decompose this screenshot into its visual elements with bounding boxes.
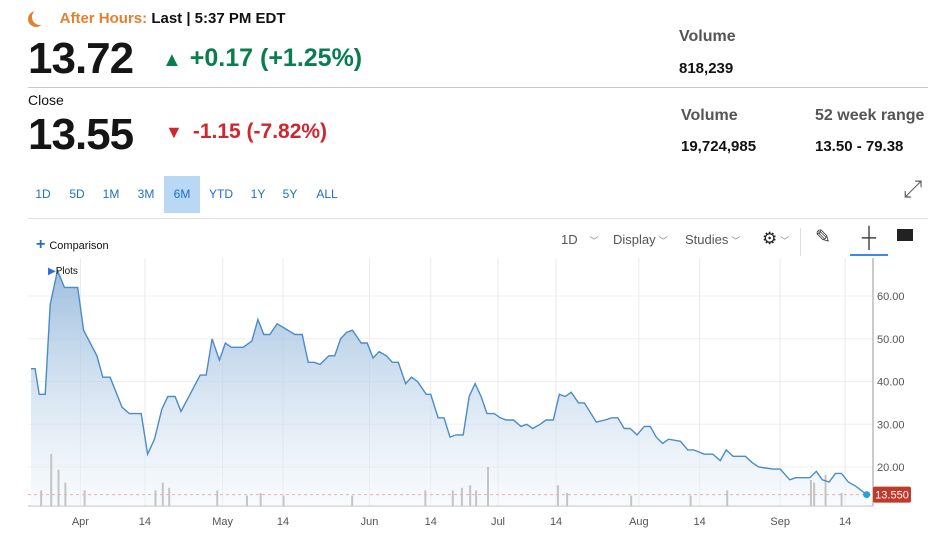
up-triangle-icon: ▲ (162, 49, 182, 71)
volume-bar (216, 490, 219, 506)
draw-pencil-icon[interactable]: ✎ (815, 227, 831, 248)
volume-bar (50, 454, 53, 506)
ah-volume: 818,239 (679, 60, 734, 77)
x-tick-label: Aug (629, 516, 649, 528)
gear-icon: ⚙ (762, 229, 778, 248)
x-tick-label: 14 (277, 516, 289, 528)
x-tick-label: Apr (72, 516, 89, 528)
volume-bar (351, 495, 354, 506)
volume-bar (259, 493, 262, 506)
moon-icon (32, 9, 48, 25)
volume-bar (424, 490, 427, 506)
divider (28, 218, 928, 219)
close-price: 13.55 (28, 110, 134, 159)
crosshair-icon[interactable]: ┼ (850, 226, 888, 256)
y-tick-label: 30.00 (877, 419, 905, 431)
volume-bar (809, 480, 812, 506)
expand-icon[interactable]: ⤢ (903, 176, 923, 203)
range-label: 52 week range (815, 107, 925, 124)
after-hours-status: After Hours: Last | 5:37 PM EDT (28, 9, 286, 27)
last-price-label: 13.550 (875, 490, 909, 502)
range-value: 13.50 - 79.38 (815, 138, 904, 155)
plots-toggle[interactable]: ▶Plots (48, 266, 78, 277)
volume-bar (566, 493, 569, 506)
volume-bar (840, 493, 843, 506)
chevron-down-icon: ﹀ (780, 236, 790, 246)
y-tick-label: 60.00 (877, 291, 905, 303)
plus-icon: + (36, 236, 46, 253)
tab-5d[interactable]: 5D (69, 187, 85, 201)
last-price: 13.72 (28, 34, 134, 83)
divider (28, 87, 928, 88)
tab-5y[interactable]: 5Y (282, 187, 298, 201)
volume-bar (451, 490, 454, 506)
volume-bar (460, 487, 463, 506)
volume-bar (487, 467, 490, 506)
comment-icon[interactable] (897, 229, 913, 241)
volume-bar (154, 490, 157, 506)
display-dropdown[interactable]: Display ﹀ (613, 232, 668, 247)
x-tick-label: Jun (361, 516, 379, 528)
volume-label: Volume (681, 107, 738, 124)
volume-bar (282, 495, 285, 506)
ah-volume-label: Volume (679, 28, 736, 45)
tab-1y[interactable]: 1Y (250, 187, 266, 201)
x-tick-label: 14 (139, 516, 151, 528)
price-chart[interactable]: 20.00 30.00 40.00 50.00 60.00 Apr 14 May 14 Jun 14… (0, 258, 945, 542)
close-change: -1.15 (-7.82%) (192, 120, 328, 143)
volume-bar (40, 490, 43, 506)
tab-6m[interactable]: 6M (164, 176, 200, 213)
volume-bar (469, 485, 472, 506)
volume-bar (168, 487, 171, 506)
interval-dropdown[interactable]: 1D ﹀ (561, 232, 599, 247)
tab-ytd[interactable]: YTD (209, 187, 233, 201)
volume-bar (824, 474, 827, 506)
x-tick-label: 14 (425, 516, 437, 528)
x-tick-label: Jul (491, 516, 505, 528)
y-tick-label: 20.00 (877, 462, 905, 474)
y-tick-label: 40.00 (877, 377, 905, 389)
volume-bar (630, 495, 633, 506)
last-change: +0.17 (+1.25%) (189, 44, 363, 72)
price-area (31, 270, 867, 506)
studies-dropdown[interactable]: Studies ﹀ (685, 232, 741, 247)
y-tick-label: 50.00 (877, 334, 905, 346)
volume-bar (726, 490, 729, 506)
chevron-down-icon: ﹀ (589, 236, 599, 246)
volume-bar (83, 490, 86, 506)
chevron-down-icon: ﹀ (731, 236, 741, 246)
tab-3m[interactable]: 3M (137, 187, 155, 201)
tab-1d[interactable]: 1D (35, 187, 51, 201)
x-tick-label: 14 (839, 516, 851, 528)
tab-all[interactable]: ALL (316, 187, 338, 201)
x-tick-label: Sep (770, 516, 790, 528)
last-price-tag (873, 486, 911, 503)
chevron-down-icon: ﹀ (658, 236, 668, 246)
volume-bar (475, 490, 478, 506)
tab-1m[interactable]: 1M (102, 187, 120, 201)
volume-bar (689, 495, 692, 506)
divider (800, 228, 801, 256)
volume-bar (556, 485, 559, 506)
play-icon: ▶ (48, 266, 56, 277)
volume-bar (57, 469, 60, 506)
volume-value: 19,724,985 (681, 138, 757, 155)
close-label: Close (28, 92, 64, 108)
x-tick-label: 14 (694, 516, 706, 528)
settings-dropdown[interactable]: ⚙ ﹀ (762, 229, 789, 249)
x-tick-label: 14 (550, 516, 562, 528)
volume-bar (245, 495, 248, 506)
down-triangle-icon: ▼ (165, 122, 183, 142)
last-price-dot (863, 491, 871, 499)
comparison-button[interactable]: + Comparison (36, 236, 109, 253)
x-tick-label: May (212, 516, 233, 528)
price-line (31, 268, 868, 496)
